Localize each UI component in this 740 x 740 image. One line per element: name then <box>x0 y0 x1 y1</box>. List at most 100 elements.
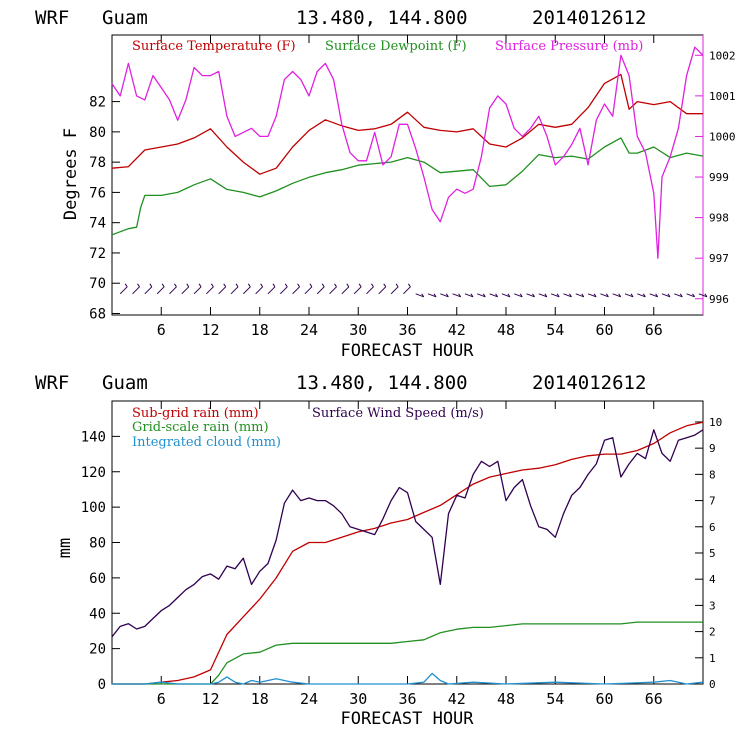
panel-2-model-title: WRF <box>35 372 69 394</box>
panel-1-y-axis-title: Degrees F <box>61 128 81 220</box>
y-right-tick-label: 999 <box>709 171 729 184</box>
wind-barb <box>353 286 362 295</box>
wind-barb <box>452 293 461 298</box>
x-tick-label: 48 <box>497 321 515 339</box>
x-tick-label: 60 <box>595 321 613 339</box>
wind-barb <box>674 293 683 298</box>
wind-barb-flag <box>556 293 560 298</box>
panel-1-x-axis-title: FORECAST HOUR <box>340 341 474 361</box>
wind-barb-flag <box>309 283 313 288</box>
x-tick-label: 30 <box>349 321 367 339</box>
wind-barb <box>156 286 165 295</box>
wind-barb <box>600 293 609 298</box>
panel-2-coords-title: 13.480, 144.800 <box>296 372 468 394</box>
wind-barb <box>477 293 486 298</box>
series-line-surface-dewpoint-f <box>111 137 704 236</box>
panel-2-right-y-axis: 0 1 2 3 4 5 6 7 8 9 10 <box>695 416 722 691</box>
wind-barb-flag <box>137 283 140 288</box>
wind-barb <box>624 293 634 298</box>
wind-barb-flag <box>161 283 165 288</box>
wind-barb-flag <box>605 293 609 298</box>
wind-barb-flag <box>667 293 671 298</box>
wind-barb <box>649 293 658 298</box>
y-left-tick-label: 120 <box>81 465 106 481</box>
wind-barb-flag <box>284 283 288 288</box>
wind-barb-flag <box>421 293 425 298</box>
panel-2-left-y-axis: 0 20 40 60 80 100 120 140 <box>81 429 120 693</box>
wind-barb <box>526 293 535 298</box>
wind-barb <box>378 286 387 295</box>
legend-grid-scale-rain: Grid-scale rain (mm) <box>132 420 269 435</box>
legend-surface-dewpoint: Surface Dewpoint (F) <box>325 39 467 54</box>
y-right-tick-label: 0 <box>709 678 716 691</box>
y-right-tick-label: 996 <box>709 293 729 306</box>
panel-1-right-y-axis: 996 997 998 999 1000 1001 1002 <box>695 49 736 306</box>
wind-barb-flag <box>495 293 498 298</box>
y-right-tick-label: 998 <box>709 212 729 225</box>
panel-2-y-axis-title: mm <box>55 538 75 558</box>
wind-barb <box>612 293 621 298</box>
legend-integrated-cloud: Integrated cloud (mm) <box>132 435 281 450</box>
wind-barb <box>329 286 337 295</box>
y-left-tick-label: 100 <box>81 500 106 516</box>
x-tick-label: 12 <box>201 690 219 708</box>
wind-barb-flag <box>297 283 300 288</box>
y-left-tick-label: 72 <box>89 246 106 262</box>
wind-barb-flag <box>581 293 585 298</box>
wind-barb-flag <box>358 283 362 288</box>
legend-surface-wind-speed: Surface Wind Speed (m/s) <box>312 406 484 421</box>
y-left-tick-label: 0 <box>98 677 106 693</box>
x-tick-label: 18 <box>251 690 269 708</box>
wind-barb <box>292 286 300 295</box>
panel-2-series-group <box>111 421 704 685</box>
y-right-tick-label: 3 <box>709 599 716 612</box>
wind-barb-flag <box>186 283 190 288</box>
wind-barb <box>132 286 140 295</box>
y-left-tick-label: 76 <box>89 185 106 201</box>
wind-barb-flag <box>532 293 535 298</box>
y-right-tick-label: 997 <box>709 252 729 265</box>
y-left-tick-label: 20 <box>89 642 106 658</box>
wind-barb <box>390 286 399 295</box>
x-tick-label: 54 <box>546 321 564 339</box>
panel-1-series-group <box>111 46 704 259</box>
y-right-tick-label: 1 <box>709 652 716 665</box>
panel-1-model-title: WRF <box>35 7 69 29</box>
wind-barb <box>514 293 523 298</box>
x-tick-label: 54 <box>546 690 564 708</box>
x-tick-label: 42 <box>448 690 466 708</box>
x-tick-label: 12 <box>201 321 219 339</box>
panel-1-coords-title: 13.480, 144.800 <box>296 7 468 29</box>
wind-barb <box>267 286 276 295</box>
wind-barb <box>637 293 646 298</box>
x-tick-label: 36 <box>398 321 416 339</box>
wind-barb-flag <box>470 293 474 298</box>
y-left-tick-label: 80 <box>89 125 106 141</box>
x-tick-label: 60 <box>595 690 613 708</box>
wind-barb <box>206 286 214 295</box>
x-tick-label: 66 <box>645 690 663 708</box>
wind-barb <box>501 293 511 298</box>
wind-barb-flag <box>210 283 214 288</box>
panel-1-left-y-axis: 68 70 72 74 76 78 80 82 <box>89 95 120 322</box>
legend-surface-pressure: Surface Pressure (mb) <box>495 39 643 54</box>
wind-barb <box>698 293 708 298</box>
wind-barb-flag <box>395 283 399 288</box>
y-right-tick-label: 7 <box>709 495 716 508</box>
wind-barb-flag <box>704 293 708 298</box>
wind-barb <box>316 286 325 295</box>
wind-barb <box>686 293 695 298</box>
legend-sub-grid-rain: Sub-grid rain (mm) <box>132 406 259 421</box>
y-right-tick-label: 10 <box>709 416 722 429</box>
y-left-tick-label: 78 <box>89 155 106 171</box>
wind-barb <box>427 293 437 298</box>
y-left-tick-label: 82 <box>89 95 106 111</box>
y-left-tick-label: 74 <box>89 216 106 232</box>
x-tick-label: 24 <box>300 321 318 339</box>
panel-2-x-axis: 6 12 18 24 30 36 42 48 54 60 66 <box>157 401 663 708</box>
wind-barb <box>193 286 202 295</box>
wind-barb <box>255 286 263 295</box>
panel-1-plot-frame <box>111 34 704 316</box>
wind-barb <box>489 293 498 298</box>
wind-barb-flag <box>630 293 634 298</box>
